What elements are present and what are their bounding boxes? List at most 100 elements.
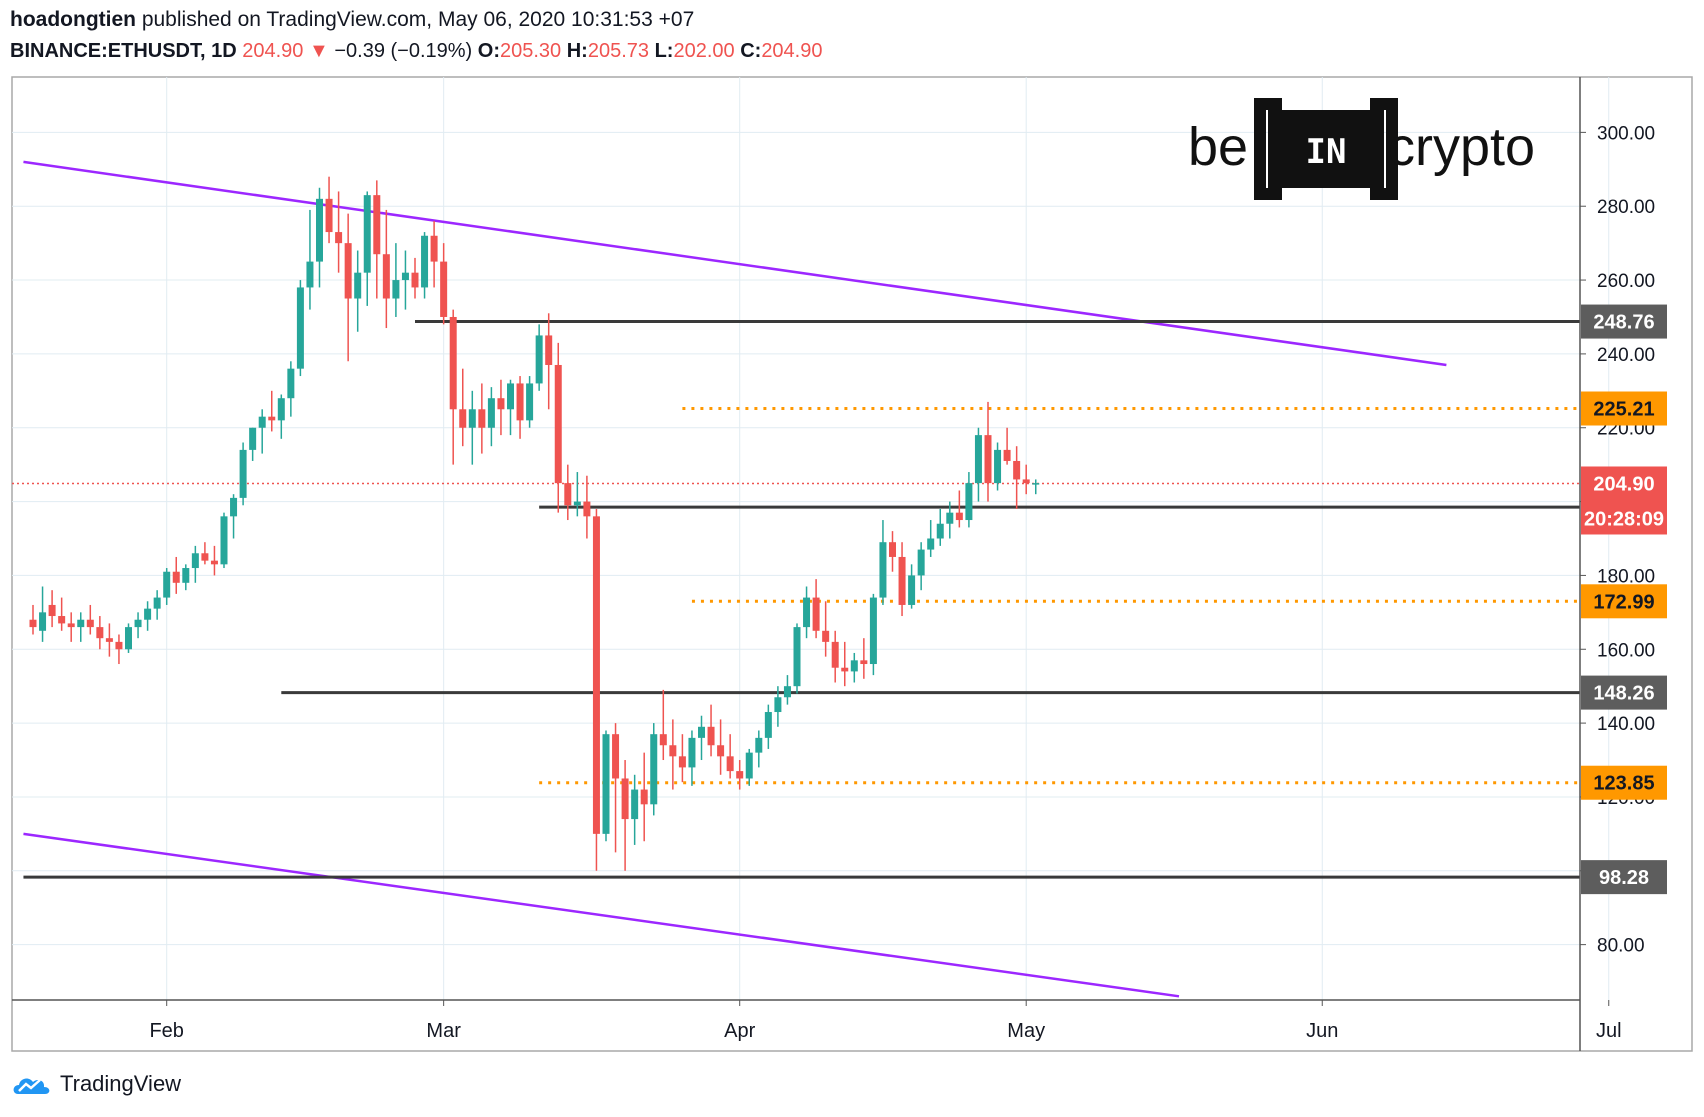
candle-body <box>77 619 85 628</box>
last-price-box <box>1581 466 1667 535</box>
candle-body <box>220 516 228 565</box>
candle-body <box>249 427 257 450</box>
close-label: C: <box>740 40 762 62</box>
candle-body <box>803 597 811 628</box>
level-label: 172.99 <box>1593 591 1654 613</box>
candle-body <box>430 235 438 262</box>
candle-body <box>344 243 352 299</box>
channel-line <box>23 160 1447 367</box>
candle-body <box>984 435 992 484</box>
price-tick-label: 80.00 <box>1597 936 1645 957</box>
candle-body <box>860 660 868 665</box>
price-tick-label: 160.00 <box>1597 640 1655 661</box>
candle-body <box>468 409 476 428</box>
candle-body <box>669 745 677 757</box>
candle-body <box>363 195 371 273</box>
candle-body <box>564 483 572 506</box>
candle-body <box>946 512 954 524</box>
level-label-box <box>1581 675 1667 710</box>
author-name[interactable]: hoadongtien <box>10 8 136 31</box>
level-label: 225.21 <box>1593 399 1654 421</box>
channel-lines <box>23 160 1447 998</box>
level-label: 248.76 <box>1593 312 1654 334</box>
candle-body <box>382 254 390 299</box>
candle-body <box>296 287 304 369</box>
candle-body <box>879 542 887 598</box>
candle-body <box>354 272 362 299</box>
candle-body <box>58 616 66 624</box>
candle-body <box>554 364 562 484</box>
candle-body <box>535 335 543 384</box>
tradingview-footer[interactable]: TradingView <box>10 1070 181 1098</box>
candle-body <box>908 575 916 605</box>
candle-body <box>698 726 705 738</box>
candle-body <box>516 383 524 421</box>
published-text: published on TradingView.com, May 06, 20… <box>141 8 695 31</box>
candle-body <box>67 623 75 628</box>
candle-body <box>974 435 982 484</box>
candle-body <box>449 316 457 410</box>
candle-body <box>812 597 820 631</box>
open-label: O: <box>477 40 500 62</box>
time-tick-label: Apr <box>724 1020 755 1042</box>
price-tick-label: 260.00 <box>1597 271 1655 292</box>
candle-body <box>239 449 247 498</box>
candle-body <box>96 627 104 639</box>
candle-body <box>306 261 314 288</box>
candle-body <box>917 549 925 576</box>
candle-body <box>793 627 801 687</box>
candle-body <box>755 737 763 753</box>
down-arrow-icon: ▼ <box>308 40 329 62</box>
level-lines <box>12 320 1580 879</box>
candle-body <box>850 660 858 672</box>
candle-body <box>335 232 343 244</box>
open-value: 205.30 <box>500 40 562 62</box>
candle-body <box>478 409 486 428</box>
change-text: −0.39 (−0.19%) <box>334 40 473 62</box>
candle-body <box>144 608 152 620</box>
candle-body <box>994 449 1002 484</box>
last-price-label: 204.90 <box>1593 473 1654 495</box>
candle-body <box>736 771 744 779</box>
candle-body <box>421 235 429 288</box>
tradingview-cloud-icon <box>13 1078 50 1094</box>
candle-body <box>621 778 629 820</box>
candle-body <box>764 712 772 738</box>
price-tick-label: 140.00 <box>1597 714 1655 735</box>
level-label: 98.28 <box>1599 867 1649 889</box>
candle-body <box>1013 460 1021 480</box>
candle-body <box>191 553 199 569</box>
candles <box>29 176 1040 871</box>
beincrypto-logo: be IN crypto <box>1188 98 1535 200</box>
low-label: L: <box>654 40 674 62</box>
symbol-label[interactable]: BINANCE:ETHUSDT, 1D <box>10 40 237 62</box>
level-label-box <box>1581 860 1667 895</box>
candle-body <box>258 416 266 428</box>
candle-body <box>965 483 973 521</box>
candle-body <box>678 756 686 768</box>
candle-body <box>936 523 944 539</box>
candle-body <box>650 734 658 805</box>
ohlc-legend: BINANCE:ETHUSDT, 1D 204.90 ▼ −0.39 (−0.1… <box>10 40 822 63</box>
time-tick-label: Jul <box>1596 1020 1622 1042</box>
candle-body <box>545 335 553 365</box>
candle-body <box>783 686 791 698</box>
last-price-text: 204.90 <box>242 40 304 62</box>
candle-body <box>955 512 963 521</box>
candle-body <box>583 501 591 517</box>
candle-body <box>640 789 648 805</box>
candle-body <box>392 280 400 299</box>
candle-body <box>707 726 715 746</box>
time-tick-label: Jun <box>1306 1020 1338 1042</box>
logo-bracket-left <box>1254 98 1282 200</box>
candle-body <box>182 568 190 583</box>
candle-body <box>898 556 906 605</box>
candle-body <box>287 368 295 399</box>
time-axis[interactable]: Feb Mar Apr May Jun Jul <box>149 1000 1622 1042</box>
candle-body <box>125 627 132 650</box>
high-label: H: <box>566 40 588 62</box>
candle-body <box>507 383 514 410</box>
candle-body <box>210 560 218 565</box>
candle-body <box>1032 483 1040 485</box>
